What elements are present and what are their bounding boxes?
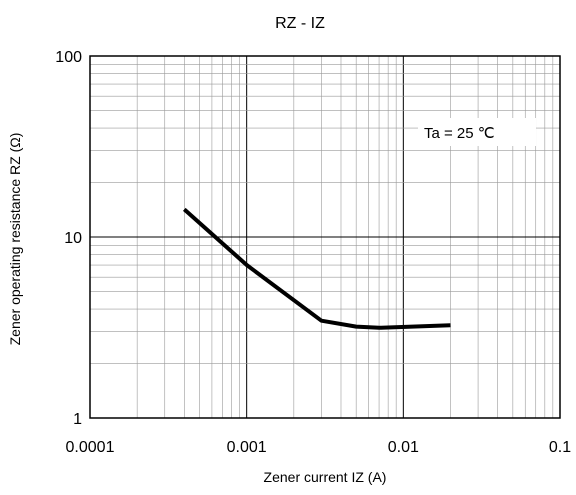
grid-lines xyxy=(89,56,560,419)
x-tick-label: 0.001 xyxy=(227,439,267,456)
y-axis-label: Zener operating resistance RZ (Ω) xyxy=(7,133,23,346)
series-layer xyxy=(182,207,451,330)
y-tick-label: 100 xyxy=(55,49,82,66)
y-tick-labels: 1 10 100 xyxy=(55,49,82,428)
annotation-box: Ta = 25 ℃ xyxy=(418,118,536,146)
x-tick-label: 0.1 xyxy=(549,439,571,456)
x-tick-label: 0.01 xyxy=(388,439,419,456)
series-line xyxy=(182,207,451,330)
y-tick-label: 1 xyxy=(73,411,82,428)
chart-title: RZ - IZ xyxy=(275,15,325,32)
y-tick-label: 10 xyxy=(64,230,82,247)
x-axis-label: Zener current IZ (A) xyxy=(264,469,387,485)
plot-frame xyxy=(89,55,561,419)
x-tick-labels: 0.0001 0.001 0.01 0.1 xyxy=(66,439,572,456)
temperature-annotation: Ta = 25 ℃ xyxy=(424,125,495,142)
x-tick-label: 0.0001 xyxy=(66,439,115,456)
